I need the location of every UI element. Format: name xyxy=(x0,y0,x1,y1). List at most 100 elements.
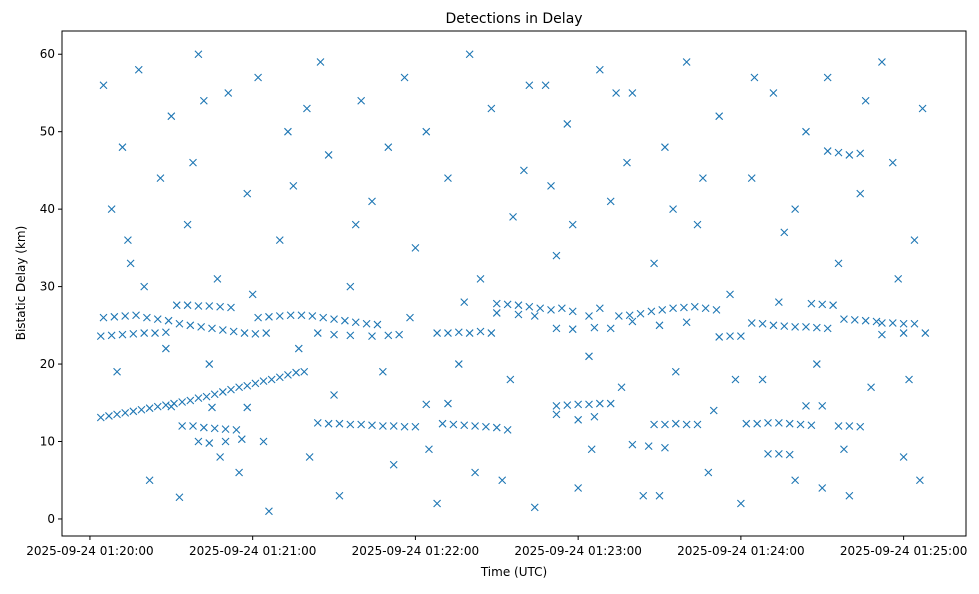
data-point xyxy=(194,394,203,403)
data-point xyxy=(617,383,626,392)
data-point xyxy=(780,322,789,330)
data-point xyxy=(373,320,382,329)
data-point xyxy=(465,50,474,59)
data-point xyxy=(840,315,848,324)
data-point xyxy=(378,367,387,376)
data-point xyxy=(161,401,170,409)
data-point xyxy=(888,319,897,327)
x-tick-label: 2025-09-24 01:24:00 xyxy=(677,544,804,558)
data-point xyxy=(742,419,751,428)
data-point xyxy=(669,304,677,313)
data-point xyxy=(221,437,230,446)
data-point xyxy=(834,422,843,430)
data-point xyxy=(129,329,138,338)
data-point xyxy=(218,326,227,334)
data-point xyxy=(606,324,615,333)
data-point xyxy=(750,73,759,82)
data-point xyxy=(216,302,225,311)
data-point xyxy=(275,312,284,320)
data-point xyxy=(818,300,827,309)
data-point xyxy=(802,127,810,136)
data-point xyxy=(628,89,637,97)
data-point xyxy=(265,507,273,516)
data-point xyxy=(514,310,523,319)
data-point xyxy=(856,422,865,431)
data-point xyxy=(178,422,187,430)
data-point xyxy=(669,205,677,214)
data-point xyxy=(503,425,512,434)
data-point xyxy=(368,197,376,206)
data-point xyxy=(682,318,691,327)
data-point xyxy=(175,493,184,502)
data-point xyxy=(769,321,778,330)
data-point xyxy=(96,413,105,422)
data-point xyxy=(324,419,333,428)
data-point xyxy=(444,399,452,408)
data-point xyxy=(905,375,913,384)
data-point xyxy=(726,332,734,341)
data-point xyxy=(357,96,366,105)
data-point xyxy=(449,420,458,429)
data-point xyxy=(834,148,843,157)
data-point xyxy=(623,158,631,167)
data-point xyxy=(726,290,734,299)
data-point xyxy=(823,73,832,82)
data-point xyxy=(227,385,235,394)
data-point xyxy=(205,439,214,447)
data-point xyxy=(316,58,325,66)
data-point xyxy=(294,344,303,353)
data-point xyxy=(330,391,338,399)
data-point xyxy=(785,450,794,459)
y-tick-label: 10 xyxy=(40,435,55,449)
data-point xyxy=(313,329,322,337)
x-tick-label: 2025-09-24 01:21:00 xyxy=(189,544,316,558)
x-axis-ticks: 2025-09-24 01:20:00 2025-09-24 01:21:00 20… xyxy=(26,536,967,558)
data-point xyxy=(574,415,583,424)
data-point xyxy=(319,313,328,322)
data-point xyxy=(606,399,615,408)
data-point xyxy=(791,322,800,331)
data-point xyxy=(189,422,197,430)
data-point xyxy=(812,360,821,368)
data-point xyxy=(216,453,225,461)
data-point xyxy=(658,305,667,314)
data-point xyxy=(845,422,854,430)
data-point xyxy=(585,312,593,320)
data-point xyxy=(186,321,195,330)
data-point xyxy=(595,399,604,408)
data-point xyxy=(178,398,187,406)
data-point xyxy=(680,303,688,312)
data-point xyxy=(395,330,404,339)
data-point xyxy=(167,402,176,411)
data-point xyxy=(237,435,246,444)
data-point xyxy=(823,324,832,333)
x-axis-label: Time (UTC) xyxy=(480,565,547,579)
data-point xyxy=(715,112,724,121)
data-point xyxy=(210,424,219,433)
data-point xyxy=(650,259,658,268)
data-point xyxy=(254,73,262,82)
data-point xyxy=(346,282,355,291)
data-point xyxy=(552,410,561,419)
data-point xyxy=(164,316,173,325)
data-point xyxy=(910,236,919,245)
data-point xyxy=(143,313,151,322)
y-tick-label: 20 xyxy=(40,357,55,371)
data-point xyxy=(210,390,219,399)
data-point xyxy=(357,420,366,429)
data-point xyxy=(134,65,143,74)
data-point xyxy=(227,303,235,312)
data-point xyxy=(878,330,886,339)
data-point xyxy=(335,419,344,428)
data-point xyxy=(205,360,214,368)
data-point xyxy=(899,319,908,328)
data-point xyxy=(259,437,268,446)
data-point xyxy=(113,367,121,376)
data-point xyxy=(636,309,645,318)
data-point xyxy=(368,332,376,341)
data-point xyxy=(487,329,496,337)
data-point xyxy=(910,319,919,328)
data-point xyxy=(861,96,870,105)
data-point xyxy=(894,274,903,283)
